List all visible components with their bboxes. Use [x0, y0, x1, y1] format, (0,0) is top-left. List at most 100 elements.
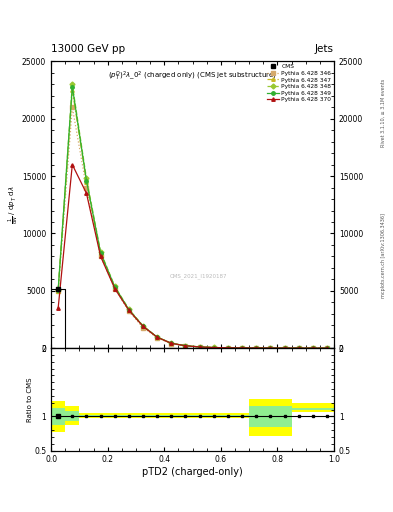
Pythia 6.428 349 — [127, 307, 131, 313]
Pythia 6.428 370 — [155, 334, 160, 340]
Legend: CMS, Pythia 6.428 346, Pythia 6.428 347, Pythia 6.428 348, Pythia 6.428 349, Pyt: CMS, Pythia 6.428 346, Pythia 6.428 347,… — [266, 63, 332, 103]
Pythia 6.428 349 — [310, 345, 315, 351]
Pythia 6.428 347 — [254, 345, 259, 351]
Text: Rivet 3.1.10, ≥ 3.1M events: Rivet 3.1.10, ≥ 3.1M events — [381, 78, 386, 147]
Pythia 6.428 370 — [282, 345, 287, 351]
Pythia 6.428 348 — [240, 345, 244, 351]
Pythia 6.428 347 — [98, 251, 103, 257]
Pythia 6.428 349 — [325, 345, 329, 351]
Pythia 6.428 348 — [141, 323, 145, 329]
Pythia 6.428 370 — [240, 345, 244, 351]
X-axis label: pTD2 (charged-only): pTD2 (charged-only) — [142, 467, 243, 477]
Pythia 6.428 348 — [197, 344, 202, 350]
Pythia 6.428 346 — [310, 345, 315, 351]
Pythia 6.428 370 — [211, 345, 216, 351]
Pythia 6.428 370 — [268, 345, 273, 351]
Pythia 6.428 349 — [254, 345, 259, 351]
Pythia 6.428 349 — [141, 323, 145, 329]
Line: Pythia 6.428 349: Pythia 6.428 349 — [57, 85, 329, 350]
Pythia 6.428 346 — [112, 286, 117, 292]
Pythia 6.428 348 — [56, 287, 61, 293]
Pythia 6.428 370 — [141, 323, 145, 329]
Pythia 6.428 346 — [70, 104, 75, 111]
Pythia 6.428 349 — [268, 345, 273, 351]
Pythia 6.428 348 — [296, 345, 301, 351]
Pythia 6.428 370 — [127, 307, 131, 313]
Pythia 6.428 370 — [183, 343, 188, 349]
Pythia 6.428 348 — [127, 306, 131, 312]
Line: Pythia 6.428 346: Pythia 6.428 346 — [57, 105, 329, 350]
Pythia 6.428 346 — [254, 345, 259, 351]
Pythia 6.428 348 — [155, 334, 160, 340]
Pythia 6.428 346 — [98, 253, 103, 260]
Pythia 6.428 348 — [310, 345, 315, 351]
Pythia 6.428 348 — [325, 345, 329, 351]
Pythia 6.428 370 — [112, 286, 117, 292]
Pythia 6.428 348 — [268, 345, 273, 351]
Pythia 6.428 346 — [141, 325, 145, 331]
Pythia 6.428 370 — [296, 345, 301, 351]
Pythia 6.428 348 — [169, 340, 174, 346]
Pythia 6.428 346 — [240, 345, 244, 351]
Pythia 6.428 348 — [98, 249, 103, 255]
Pythia 6.428 347 — [112, 284, 117, 290]
Text: mcplots.cern.ch [arXiv:1306.3436]: mcplots.cern.ch [arXiv:1306.3436] — [381, 214, 386, 298]
Pythia 6.428 347 — [197, 344, 202, 350]
Pythia 6.428 346 — [169, 340, 174, 347]
Pythia 6.428 370 — [84, 190, 89, 197]
Pythia 6.428 370 — [56, 305, 61, 311]
Text: $(p_T^D)^2\lambda\_0^2$ (charged only) (CMS jet substructure): $(p_T^D)^2\lambda\_0^2$ (charged only) (… — [108, 70, 277, 83]
Y-axis label: $\frac{1}{\mathrm{d}N}$ / $\mathrm{d}p_T$ $\mathrm{d}\lambda$: $\frac{1}{\mathrm{d}N}$ / $\mathrm{d}p_T… — [6, 185, 20, 224]
Pythia 6.428 349 — [70, 83, 75, 90]
Pythia 6.428 347 — [169, 340, 174, 347]
Pythia 6.428 346 — [282, 345, 287, 351]
Pythia 6.428 347 — [211, 345, 216, 351]
Pythia 6.428 370 — [98, 253, 103, 260]
Pythia 6.428 349 — [240, 345, 244, 351]
Line: Pythia 6.428 347: Pythia 6.428 347 — [57, 89, 329, 350]
Pythia 6.428 349 — [226, 345, 230, 351]
Pythia 6.428 348 — [112, 283, 117, 289]
Pythia 6.428 347 — [84, 179, 89, 185]
Pythia 6.428 349 — [296, 345, 301, 351]
Pythia 6.428 347 — [183, 343, 188, 349]
Pythia 6.428 349 — [211, 345, 216, 351]
Pythia 6.428 346 — [127, 308, 131, 314]
Pythia 6.428 370 — [254, 345, 259, 351]
Pythia 6.428 347 — [70, 87, 75, 93]
Line: Pythia 6.428 348: Pythia 6.428 348 — [57, 82, 329, 350]
Pythia 6.428 370 — [226, 345, 230, 351]
Line: Pythia 6.428 370: Pythia 6.428 370 — [57, 163, 329, 350]
Pythia 6.428 349 — [56, 287, 61, 293]
Pythia 6.428 347 — [56, 288, 61, 294]
Pythia 6.428 349 — [169, 340, 174, 346]
Pythia 6.428 348 — [226, 345, 230, 351]
Pythia 6.428 349 — [84, 178, 89, 184]
Pythia 6.428 346 — [268, 345, 273, 351]
Pythia 6.428 349 — [155, 334, 160, 340]
Pythia 6.428 347 — [141, 323, 145, 329]
Pythia 6.428 348 — [70, 81, 75, 88]
Pythia 6.428 346 — [211, 345, 216, 351]
Pythia 6.428 370 — [169, 340, 174, 347]
Text: Jets: Jets — [315, 44, 334, 54]
Pythia 6.428 346 — [84, 184, 89, 190]
Pythia 6.428 346 — [56, 288, 61, 294]
Pythia 6.428 347 — [240, 345, 244, 351]
Pythia 6.428 347 — [268, 345, 273, 351]
Text: CMS_2021_I1920187: CMS_2021_I1920187 — [169, 273, 227, 280]
Pythia 6.428 349 — [282, 345, 287, 351]
Pythia 6.428 346 — [325, 345, 329, 351]
Pythia 6.428 348 — [183, 343, 188, 349]
Pythia 6.428 346 — [226, 345, 230, 351]
Pythia 6.428 370 — [197, 344, 202, 350]
Pythia 6.428 349 — [112, 284, 117, 290]
Pythia 6.428 349 — [197, 344, 202, 350]
Pythia 6.428 347 — [155, 334, 160, 340]
Pythia 6.428 370 — [70, 162, 75, 168]
Pythia 6.428 347 — [127, 307, 131, 313]
Text: 13000 GeV pp: 13000 GeV pp — [51, 44, 125, 54]
Pythia 6.428 370 — [325, 345, 329, 351]
Pythia 6.428 370 — [310, 345, 315, 351]
Pythia 6.428 347 — [325, 345, 329, 351]
